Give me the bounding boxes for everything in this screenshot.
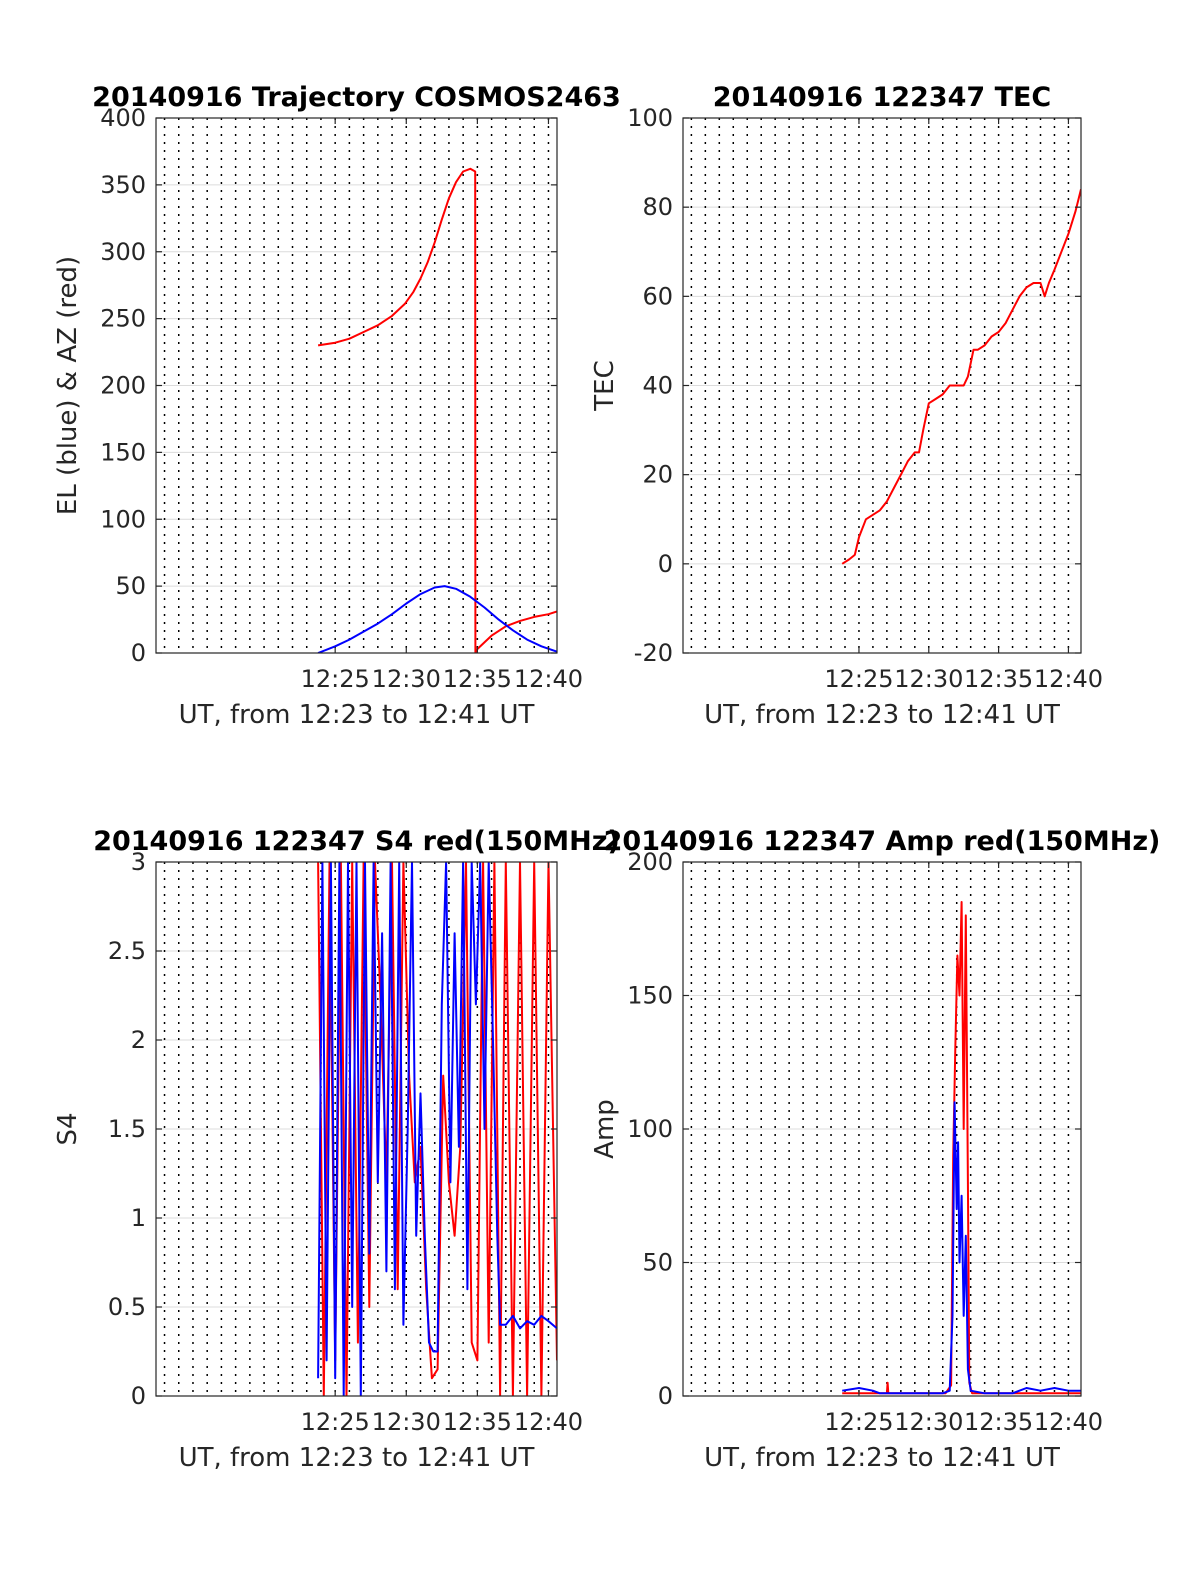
- x-tick-label: 12:35: [443, 1408, 512, 1436]
- series-line-blue: [317, 585, 557, 653]
- chart-title: 20140916 122347 TEC: [713, 82, 1052, 113]
- y-tick-label: 100: [627, 1115, 673, 1143]
- y-tick-label: 50: [642, 1249, 673, 1277]
- x-axis-label: UT, from 12:23 to 12:41 UT: [704, 1443, 1060, 1473]
- y-tick-label: 400: [100, 104, 146, 132]
- x-tick-label: 12:25: [824, 1408, 893, 1436]
- y-tick-label: 200: [100, 372, 146, 400]
- tec-panel: -20 0 20 40 60 80 100 12:25 12:30 12:35 12:40 2014…: [590, 82, 1103, 730]
- y-tick-label: -20: [634, 639, 673, 667]
- y-tick-label: 200: [627, 848, 673, 876]
- series-line-red: [842, 901, 1081, 1395]
- x-tick-label: 12:25: [824, 665, 893, 693]
- x-tick-label: 12:25: [301, 1408, 370, 1436]
- y-tick-label: 3: [131, 848, 146, 876]
- y-tick-label: 2.5: [108, 937, 146, 965]
- y-tick-label: 100: [100, 505, 146, 533]
- y-tick-label: 350: [100, 171, 146, 199]
- y-axis-label: S4: [53, 1112, 83, 1145]
- y-tick-label: 150: [627, 982, 673, 1010]
- x-tick-label: 12:40: [514, 1408, 583, 1436]
- x-axis-label: UT, from 12:23 to 12:41 UT: [179, 700, 535, 730]
- x-tick-label: 12:30: [372, 1408, 441, 1436]
- series-line-blue: [842, 1101, 1081, 1395]
- y-axis-label: EL (blue) & AZ (red): [53, 256, 83, 515]
- y-tick-label: 0.5: [108, 1293, 146, 1321]
- y-tick-label: 0: [658, 550, 673, 578]
- x-tick-label: 12:35: [443, 665, 512, 693]
- y-tick-label: 2: [131, 1026, 146, 1054]
- x-tick-label: 12:30: [372, 665, 441, 693]
- x-tick-label: 12:25: [301, 665, 370, 693]
- chart-title: 20140916 122347 S4 red(150MHz): [93, 826, 620, 857]
- x-tick-label: 12:40: [1034, 665, 1103, 693]
- y-axis-label: TEC: [590, 360, 620, 411]
- series-line-blue: [317, 862, 557, 1396]
- s4-panel: 0 0.5 1 1.5 2 2.5 3 12:25 12:30 12:35 12:40 201409…: [53, 826, 620, 1473]
- y-tick-label: 60: [642, 282, 673, 310]
- x-axis-label: UT, from 12:23 to 12:41 UT: [179, 1443, 535, 1473]
- x-tick-label: 12:30: [894, 1408, 963, 1436]
- y-tick-label: 1.5: [108, 1115, 146, 1143]
- y-tick-label: 250: [100, 305, 146, 333]
- plot-area: -20 0 20 40 60 80 100 12:25 12:30 12:35 12:40: [627, 104, 1103, 693]
- series-line-red: [317, 167, 557, 653]
- y-tick-label: 0: [131, 1382, 146, 1410]
- y-tick-label: 40: [642, 372, 673, 400]
- y-tick-label: 150: [100, 438, 146, 466]
- x-tick-label: 12:40: [514, 665, 583, 693]
- y-tick-label: 50: [115, 572, 146, 600]
- x-tick-label: 12:40: [1034, 1408, 1103, 1436]
- x-tick-label: 12:30: [894, 665, 963, 693]
- x-tick-label: 12:35: [964, 665, 1033, 693]
- y-axis-label: Amp: [590, 1099, 620, 1159]
- series-line-red: [317, 862, 557, 1396]
- y-tick-label: 80: [642, 193, 673, 221]
- series-line-red: [841, 189, 1081, 565]
- y-tick-label: 20: [642, 461, 673, 489]
- chart-title: 20140916 122347 Amp red(150MHz): [604, 826, 1161, 857]
- plot-area: 0 50 100 150 200 12:25 12:30 12:35 12:40: [627, 848, 1103, 1436]
- y-tick-label: 1: [131, 1204, 146, 1232]
- plot-area: 0 50 100 150 200 250 300 350 400 12:25 12:30 12:35 1…: [100, 104, 583, 693]
- y-tick-label: 100: [627, 104, 673, 132]
- plot-area: 0 0.5 1 1.5 2 2.5 3 12:25 12:30 12:35 12:40: [108, 848, 583, 1436]
- trajectory-panel: 0 50 100 150 200 250 300 350 400 12:25 12:30 12:35 1…: [53, 82, 621, 730]
- x-axis-label: UT, from 12:23 to 12:41 UT: [704, 700, 1060, 730]
- amp-panel: 0 50 100 150 200 12:25 12:30 12:35 12:40 2014091…: [590, 826, 1160, 1473]
- y-tick-label: 0: [658, 1382, 673, 1410]
- y-tick-label: 300: [100, 238, 146, 266]
- chart-title: 20140916 Trajectory COSMOS2463: [92, 82, 621, 113]
- y-tick-label: 0: [131, 639, 146, 667]
- x-tick-label: 12:35: [964, 1408, 1033, 1436]
